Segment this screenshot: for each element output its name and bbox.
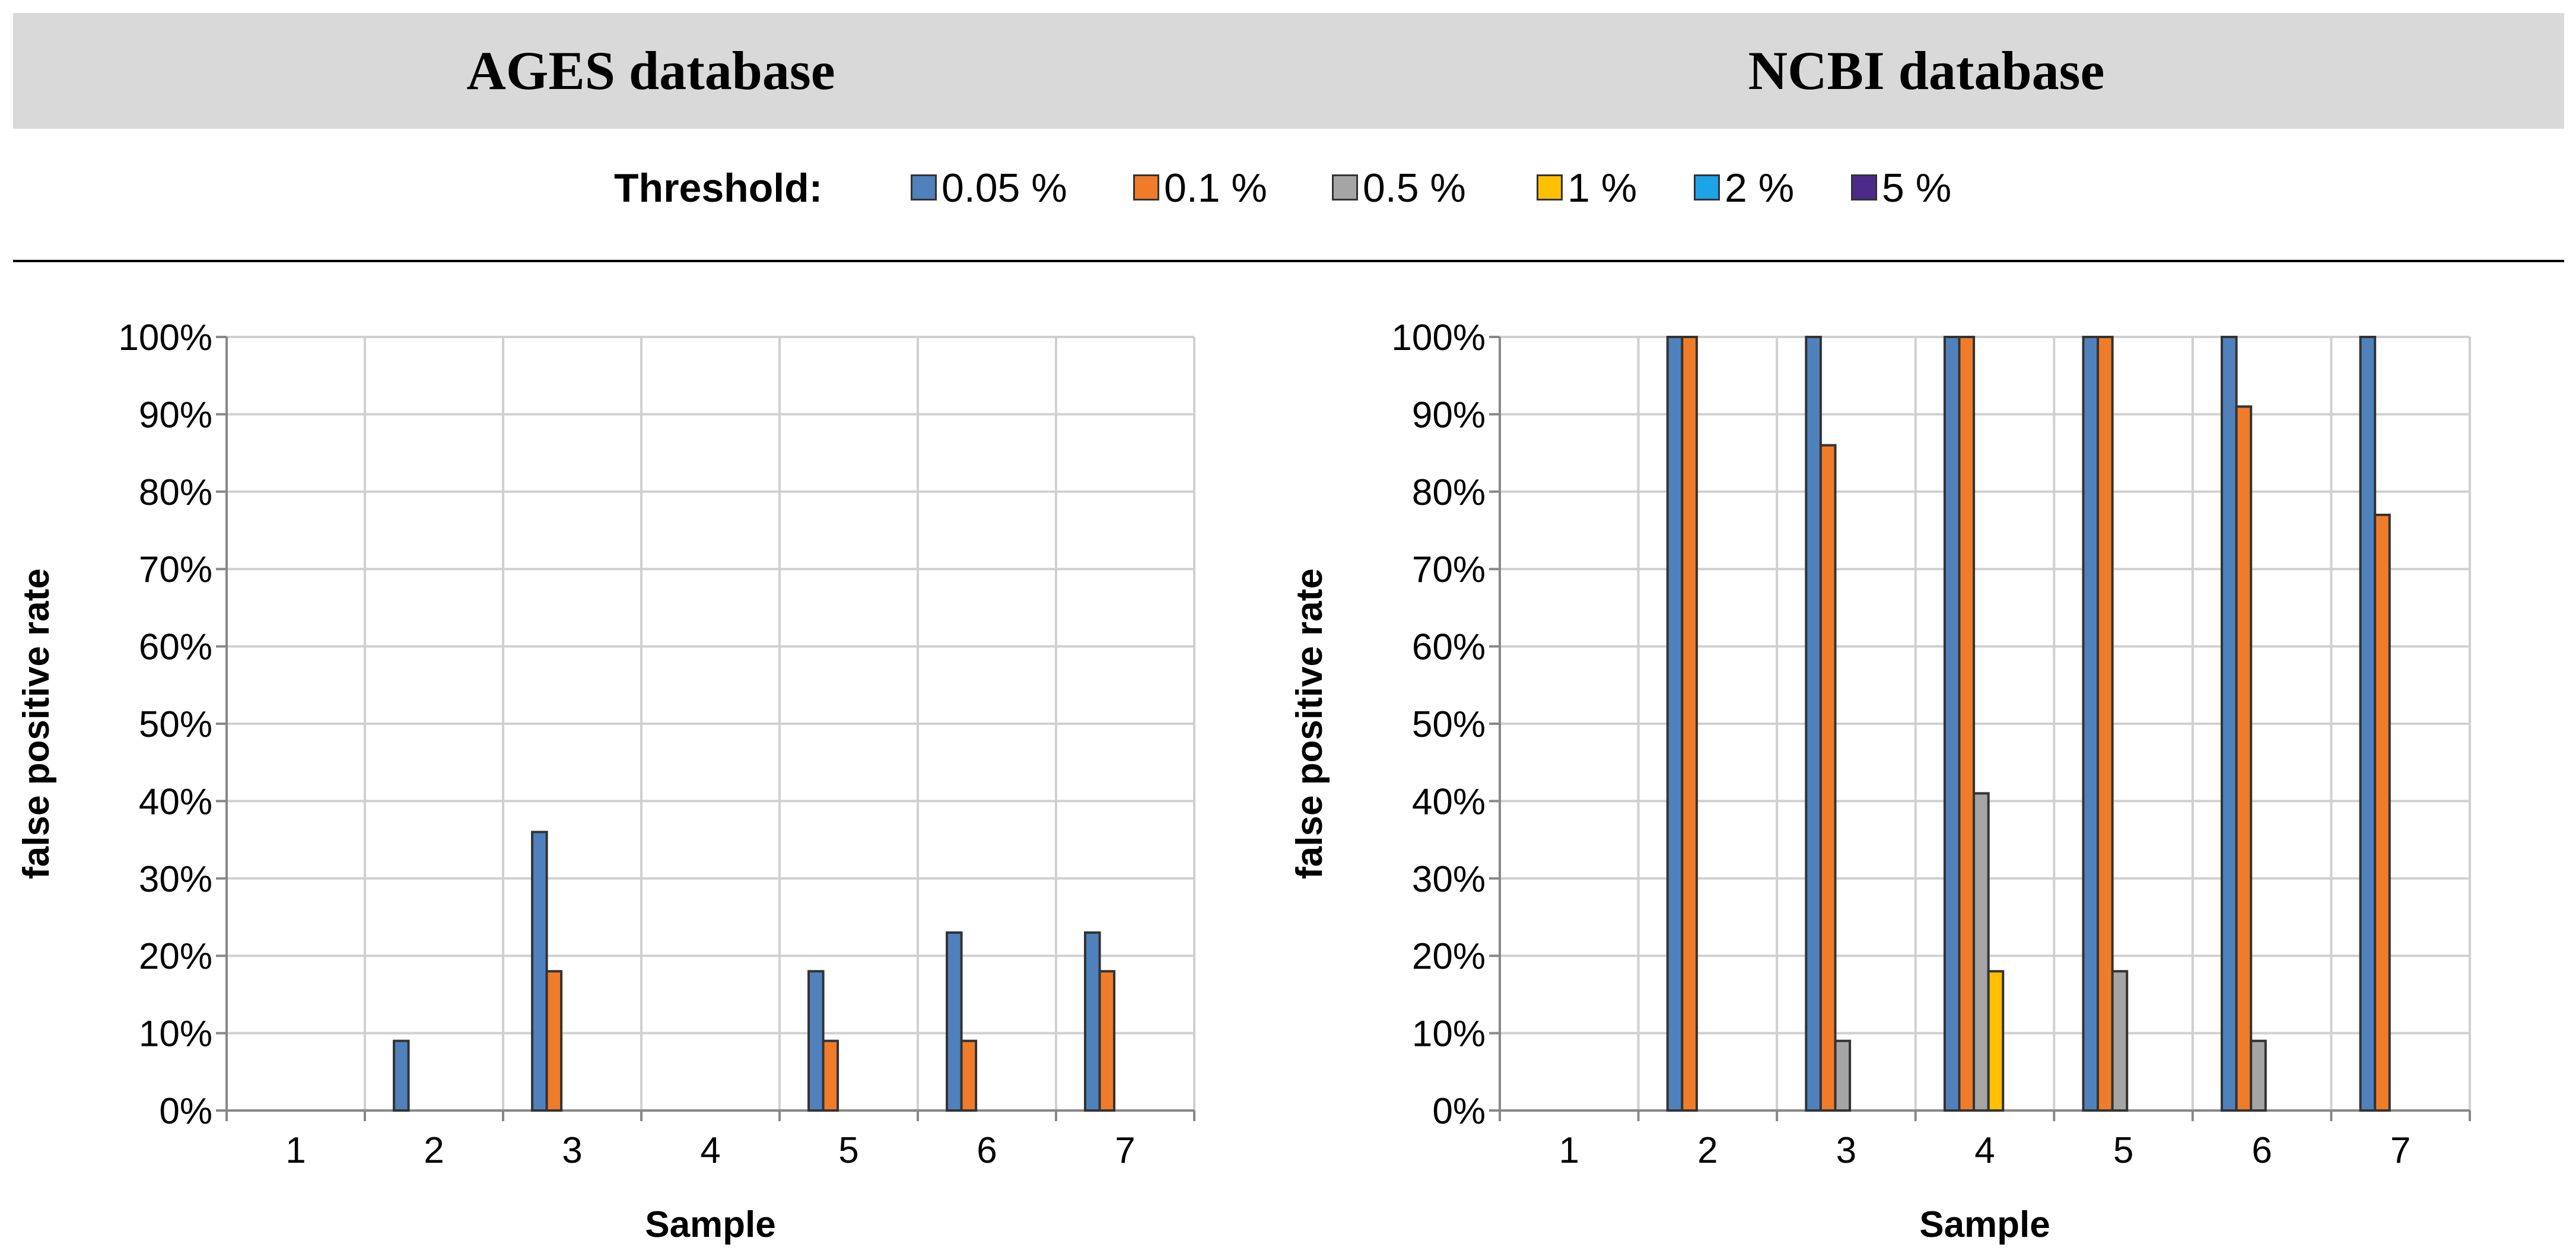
ncbi-y-tick-label: 30%: [1412, 859, 1486, 900]
legend-swatch: [1133, 174, 1159, 201]
ncbi-y-tick-label: 0%: [1432, 1091, 1486, 1132]
ages-panel-title: AGES database: [466, 40, 835, 101]
ncbi-x-tick-label: 6: [2251, 1130, 2272, 1171]
ncbi-y-axis-title: false positive rate: [1289, 568, 1330, 879]
ages-x-tick-label: 7: [1115, 1130, 1135, 1171]
legend-item-label: 0.1 %: [1164, 166, 1267, 211]
ncbi-x-tick-label: 5: [2113, 1130, 2133, 1171]
ncbi-bar-s2-c7: [2374, 513, 2391, 1112]
ages-x-tick-label: 6: [977, 1130, 997, 1171]
ages-bar-s1-c2: [393, 1039, 410, 1112]
legend-item-label: 5 %: [1882, 166, 1952, 211]
ncbi-panel-title: NCBI database: [1748, 40, 2105, 101]
legend-item-1: 1 %: [1537, 165, 1637, 211]
ages-bar-s1-c6: [946, 931, 963, 1112]
ncbi-x-tick-label: 1: [1559, 1130, 1579, 1171]
ncbi-bar-s1-c2: [1666, 336, 1684, 1112]
ages-y-tick-label: 10%: [139, 1014, 212, 1055]
legend-item-label: 0.05 %: [942, 166, 1067, 211]
header-bar: [13, 13, 2564, 129]
legend-swatch: [1537, 174, 1563, 201]
ncbi-bar-s3-c5: [2111, 970, 2129, 1112]
legend-item-2: 2 %: [1694, 165, 1794, 211]
ages-bar-s1-c3: [531, 831, 548, 1112]
ages-x-tick-label: 3: [562, 1130, 582, 1171]
ages-bar-s2-c3: [545, 970, 563, 1112]
ncbi-bar-s1-c5: [2082, 336, 2100, 1112]
ages-x-tick-label: 2: [424, 1130, 444, 1171]
ncbi-bar-s2-c5: [2097, 336, 2114, 1112]
ages-y-tick-label: 100%: [118, 317, 212, 358]
ncbi-bar-s1-c7: [2359, 336, 2377, 1112]
legend-item-label: 2 %: [1725, 166, 1795, 211]
ncbi-bar-s3-c3: [1834, 1039, 1852, 1112]
ncbi-bar-s2-c3: [1819, 444, 1837, 1112]
legend-item-0.1: 0.1 %: [1133, 165, 1267, 211]
ncbi-bar-s3-c6: [2250, 1039, 2267, 1112]
ncbi-bar-s2-c4: [1958, 336, 1976, 1112]
ncbi-bar-s3-c4: [1973, 792, 1990, 1112]
ncbi-bar-s2-c6: [2235, 405, 2253, 1112]
ages-y-tick-label: 50%: [139, 704, 212, 745]
legend-swatch: [1851, 174, 1877, 201]
ages-bar-s2-c7: [1098, 970, 1116, 1112]
legend-swatch: [1694, 174, 1720, 201]
ages-y-tick-label: 60%: [139, 627, 212, 668]
ncbi-y-tick-label: 70%: [1412, 549, 1486, 590]
ages-y-tick-label: 70%: [139, 549, 212, 590]
ncbi-x-tick-label: 2: [1697, 1130, 1718, 1171]
ages-bar-s1-c5: [807, 970, 825, 1112]
legend-swatch: [911, 174, 937, 201]
ages-y-tick-label: 80%: [139, 472, 212, 513]
ages-x-tick-label: 4: [700, 1130, 720, 1171]
ages-y-tick-label: 0%: [159, 1091, 212, 1132]
legend-swatch: [1332, 174, 1358, 201]
ncbi-y-tick-label: 90%: [1412, 394, 1486, 435]
ages-x-tick-label: 5: [838, 1130, 858, 1171]
ncbi-y-tick-label: 20%: [1412, 936, 1486, 977]
legend-item-5: 5 %: [1851, 165, 1951, 211]
ages-y-axis-title: false positive rate: [16, 568, 57, 879]
ncbi-bar-s2-c2: [1681, 336, 1698, 1112]
ncbi-bar-s4-c4: [1987, 970, 2005, 1112]
ncbi-bar-s1-c6: [2221, 336, 2238, 1112]
ncbi-y-tick-label: 40%: [1412, 781, 1486, 822]
ncbi-bar-s1-c4: [1943, 336, 1961, 1112]
ncbi-y-tick-label: 80%: [1412, 472, 1486, 513]
ages-y-tick-label: 40%: [139, 781, 212, 822]
legend: Threshold: 0.05 % 0.1 % 0.5 % 1 % 2 % 5 …: [0, 159, 2576, 230]
ages-x-axis-title: Sample: [645, 1204, 776, 1245]
header-divider: [13, 260, 2564, 262]
ages-y-tick-label: 20%: [139, 936, 212, 977]
ncbi-x-axis-title: Sample: [1919, 1204, 2050, 1245]
ncbi-x-tick-label: 4: [1974, 1130, 1995, 1171]
legend-item-label: 1 %: [1567, 166, 1637, 211]
ncbi-y-tick-label: 100%: [1391, 317, 1486, 358]
ages-bar-s1-c7: [1084, 931, 1101, 1112]
legend-label: Threshold:: [614, 166, 823, 211]
ages-x-tick-label: 1: [285, 1130, 306, 1171]
ncbi-y-tick-label: 10%: [1412, 1014, 1486, 1055]
ncbi-y-tick-label: 50%: [1412, 704, 1486, 745]
ages-y-tick-label: 90%: [139, 394, 212, 435]
ages-bar-s2-c6: [960, 1039, 978, 1112]
ncbi-x-tick-label: 7: [2390, 1130, 2410, 1171]
ncbi-y-tick-label: 60%: [1412, 627, 1486, 668]
legend-item-label: 0.5 %: [1363, 166, 1466, 211]
ages-bar-s2-c5: [822, 1039, 839, 1112]
legend-item-0.5: 0.5 %: [1332, 165, 1466, 211]
ncbi-x-tick-label: 3: [1836, 1130, 1856, 1171]
ages-y-tick-label: 30%: [139, 859, 212, 900]
ncbi-bar-s1-c3: [1805, 336, 1822, 1112]
legend-item-0.05: 0.05 %: [911, 165, 1067, 211]
